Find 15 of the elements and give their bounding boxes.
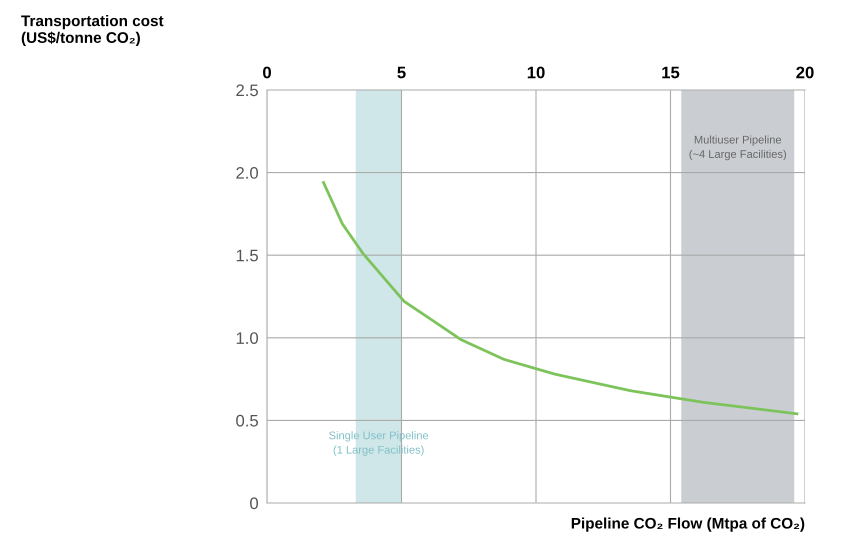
x-tick-label: 20 bbox=[796, 66, 814, 78]
y-tick-label: 2.5 bbox=[236, 84, 258, 96]
y-tick-label: 1.5 bbox=[236, 250, 258, 262]
x-axis-title: Pipeline CO₂ Flow (Mtpa of CO₂) bbox=[572, 517, 804, 532]
band-label: Multiuser Pipeline (~4 Large Facilities) bbox=[690, 135, 786, 160]
x-tick-label: 5 bbox=[397, 66, 406, 78]
x-tick-label: 0 bbox=[263, 66, 271, 78]
y-tick-label: 2.0 bbox=[236, 167, 258, 179]
x-tick-label: 10 bbox=[528, 66, 545, 78]
y-tick-label: 0 bbox=[250, 497, 258, 510]
y-axis-title: Transportation cost (US$/tonne CO₂) bbox=[21, 15, 164, 46]
y-tick-label: 1.0 bbox=[236, 332, 258, 344]
line-series bbox=[322, 181, 798, 416]
y-tick-label: 0.5 bbox=[236, 414, 258, 427]
x-tick-label: 15 bbox=[662, 66, 680, 78]
